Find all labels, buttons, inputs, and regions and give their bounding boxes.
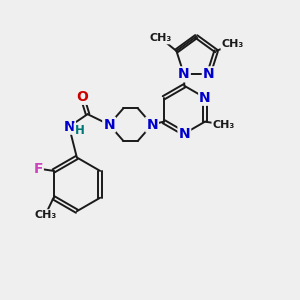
- Text: O: O: [76, 90, 88, 104]
- Text: CH₃: CH₃: [221, 39, 244, 50]
- Text: N: N: [63, 120, 75, 134]
- Text: H: H: [75, 124, 85, 137]
- Text: N: N: [199, 91, 211, 105]
- Text: N: N: [203, 68, 214, 81]
- Text: N: N: [146, 118, 158, 132]
- Text: F: F: [33, 161, 43, 176]
- Text: CH₃: CH₃: [34, 210, 56, 220]
- Text: CH₃: CH₃: [150, 33, 172, 43]
- Text: N: N: [178, 68, 190, 81]
- Text: N: N: [103, 118, 115, 132]
- Text: CH₃: CH₃: [212, 120, 235, 130]
- Text: N: N: [178, 127, 190, 141]
